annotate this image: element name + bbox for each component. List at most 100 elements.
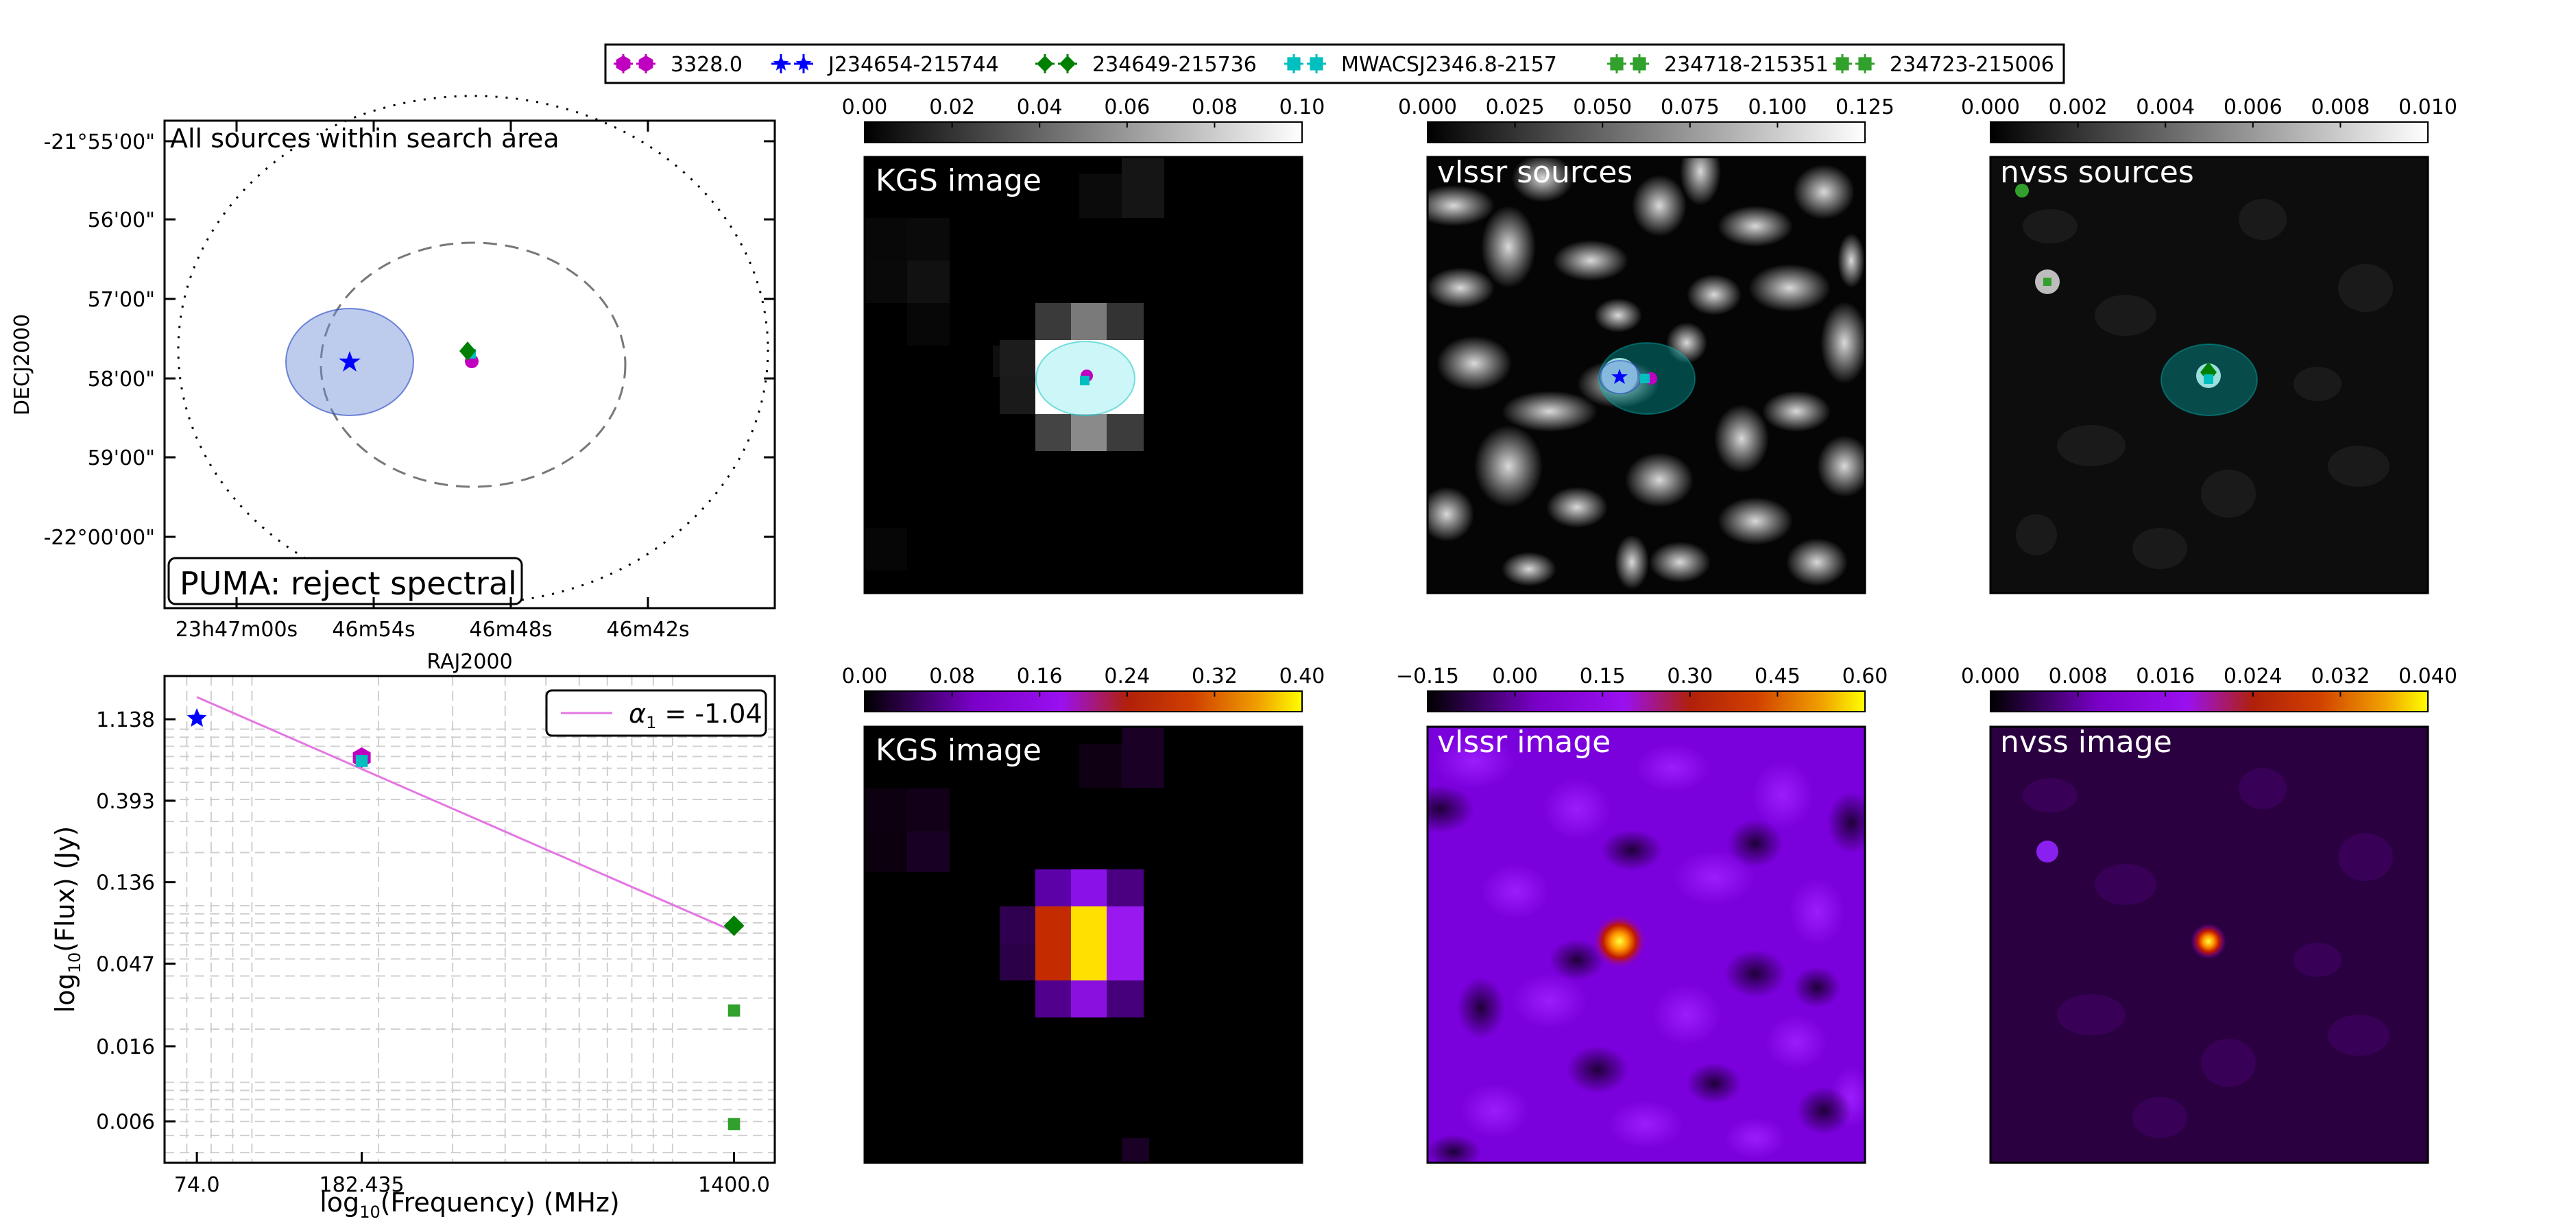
nvss-image-frame [1989, 725, 2429, 1164]
colorbar-tick-label: 0.008 [2049, 664, 2108, 688]
spectral-ylabel: log10(Flux) (Jy) [50, 826, 84, 1013]
kgs-gray-title: KGS image [876, 163, 1042, 198]
panel-nvss-sources: nvss sources [1989, 155, 2429, 594]
sky-xtick-label: 46m48s [469, 618, 552, 642]
sky-ytick-label: 56'00" [88, 208, 155, 232]
nvss-image-center-source [2191, 924, 2226, 959]
colorbar-tick-label: 0.008 [2311, 95, 2370, 119]
legend-star-marker [795, 56, 812, 71]
legend-square-marker [1287, 57, 1301, 71]
legend-label: 234718-215351 [1664, 53, 1829, 77]
colorbar-tick-label: 0.004 [2136, 95, 2195, 119]
legend-diamond-marker [1037, 56, 1053, 72]
colorbar-tick-label: 0.00 [842, 664, 888, 688]
spectral-grid [165, 676, 775, 1163]
nvss-sources-green-marker-2 [2015, 184, 2029, 197]
spectral-xticks: 74.0 182.435 1400.0 [174, 1152, 770, 1197]
spectral-ytick-label: 1.138 [96, 708, 155, 732]
colorbar-tick-label: 0.15 [1580, 664, 1626, 688]
sky-panel-title: All sources within search area [170, 123, 559, 154]
legend-entry: 3328.0 [614, 53, 743, 77]
legend-star-marker [773, 56, 789, 71]
legend-label: J234654-215744 [827, 53, 999, 77]
sky-ytick-label: -21°55'00" [44, 130, 155, 154]
colorbar-tick-label: 0.040 [2398, 664, 2457, 688]
spectral-xtick-label: 74.0 [174, 1173, 220, 1197]
vlssr-image-bright-source [1592, 914, 1647, 969]
colorbar-tick-label: 0.100 [1748, 95, 1807, 119]
colorbar-nvss-image [1990, 690, 2429, 712]
ylabel-sub: 10 [65, 952, 84, 974]
vlssr-sources-square-marker [1640, 374, 1650, 383]
search-area-inner [320, 241, 627, 488]
spectral-point-square [727, 1118, 741, 1131]
sky-ytick-label: 58'00" [88, 367, 155, 391]
colorbar-tick-label: 0.016 [2136, 664, 2195, 688]
legend-items: 3328.0 J234654-215744 234649-215736 MWACSJ2… [614, 53, 2054, 77]
colorbar-tick-label: 0.24 [1104, 664, 1150, 688]
colorbar-tick-label: 0.40 [1279, 664, 1325, 688]
legend-label: 3328.0 [671, 53, 743, 77]
nvss-sources-green-marker-1 [2043, 278, 2051, 286]
fit-legend-symbol: α [629, 699, 646, 729]
legend-entry: 234723-215006 [1833, 53, 2054, 77]
legend-entry: 234718-215351 [1607, 53, 1829, 77]
sky-diamond-marker [459, 341, 476, 361]
legend-label: 234649-215736 [1092, 53, 1257, 77]
colorbar-tick-label: 0.006 [2224, 95, 2283, 119]
colorbar-tick-label: 0.10 [1279, 95, 1325, 119]
panel-kgs-gnuplot: KGS image [863, 725, 1303, 1164]
colorbar-tick-label: 0.60 [1842, 664, 1888, 688]
nvss-image-noise [2023, 768, 2393, 1138]
colorbar-kgs-gray [864, 121, 1303, 143]
colorbar-tick-label: 0.30 [1667, 664, 1713, 688]
colorbar-ticks: 0.00 0.02 0.04 0.06 0.08 0.10 0.000 0.025 0.050 0… [842, 95, 2457, 697]
fit-legend-value: = -1.04 [656, 699, 762, 729]
sky-xtick-label: 23h47m00s [176, 618, 298, 642]
colorbar-tick-label: 0.050 [1573, 95, 1632, 119]
xlabel-prefix: log [320, 1187, 359, 1218]
sky-ytick-label: -22°00'00" [44, 526, 155, 550]
nvss-sources-square-marker [2204, 374, 2213, 384]
colorbar-tick-label: 0.125 [1835, 95, 1894, 119]
fit-legend-frame [545, 689, 767, 737]
xlabel-sub: 10 [359, 1203, 381, 1222]
spectral-point-diamond [723, 915, 745, 937]
spectral-panel: 74.0 182.435 1400.0 1.138 0.393 0.136 0.047 0.… [50, 675, 776, 1222]
sky-yticks: -21°55'00" 56'00" 57'00" 58'00" 59'00" -22°00… [44, 130, 775, 550]
vlssr-image-title: vlssr image [1437, 725, 1611, 760]
status-text: PUMA: reject spectral [180, 565, 517, 602]
search-area-outer [177, 95, 769, 605]
colorbar-tick-label: 0.002 [2049, 95, 2108, 119]
legend-entry: J234654-215744 [771, 53, 999, 77]
colorbar-tick-label: 0.000 [1398, 95, 1457, 119]
colorbar-tick-label: 0.00 [1492, 664, 1538, 688]
nvss-image-title: nvss image [2000, 725, 2172, 760]
fit-line [196, 696, 735, 933]
legend-diamond-marker [1059, 56, 1076, 72]
panel-kgs-gray: KGS image [863, 156, 1303, 594]
colorbar-tick-label: 0.025 [1486, 95, 1545, 119]
sky-star-marker [339, 351, 361, 372]
legend-square-marker [1858, 57, 1872, 71]
legend-hexagon-marker [616, 56, 631, 72]
legend-frame [604, 43, 2065, 84]
sky-ytick-label: 57'00" [88, 288, 155, 312]
colorbar-tick-label: 0.00 [842, 95, 888, 119]
colorbar-tick-label: 0.000 [1961, 95, 2020, 119]
legend-square-marker [1610, 57, 1624, 71]
status-box [167, 557, 523, 605]
colorbar-tick-label: 0.024 [2224, 664, 2283, 688]
colorbar-tick-label: 0.32 [1192, 664, 1238, 688]
panel-vlssr-image: vlssr image [1426, 725, 1866, 1164]
colorbar-nvss-sources [1990, 121, 2429, 143]
vlssr-sources-frame [1426, 156, 1866, 594]
nvss-sources-frame [1989, 156, 2429, 594]
fit-legend-subscript: 1 [646, 713, 656, 732]
sky-xtick-label: 46m54s [332, 618, 415, 642]
legend-label: 234723-215006 [1890, 53, 2054, 77]
legend-entry: 234649-215736 [1035, 53, 1257, 77]
spectral-xtick-label: 182.435 [320, 1173, 405, 1197]
colorbar-vlssr-sources [1427, 121, 1866, 143]
